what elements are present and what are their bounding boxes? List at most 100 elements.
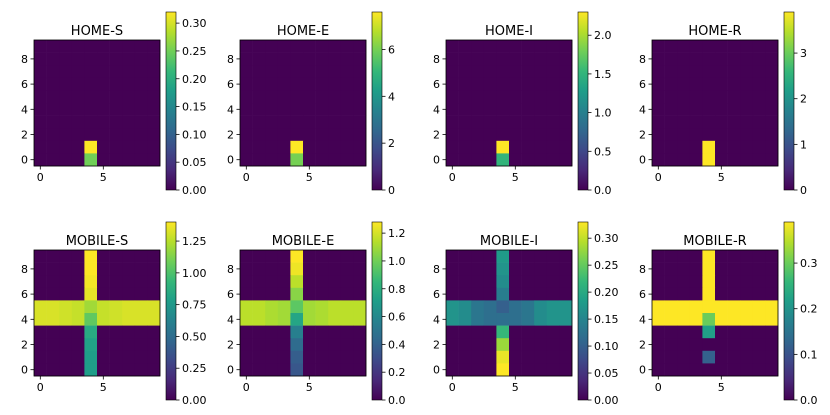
heat-cell bbox=[252, 363, 266, 377]
heat-cell bbox=[496, 40, 510, 53]
heat-cell bbox=[353, 77, 367, 91]
heat-cell bbox=[446, 325, 459, 339]
axes-frame bbox=[239, 39, 367, 167]
heat-cell bbox=[46, 52, 60, 66]
heat-cell bbox=[534, 103, 548, 116]
heat-cell bbox=[534, 363, 548, 377]
heat-cell bbox=[652, 363, 665, 377]
heat-cell bbox=[240, 363, 253, 377]
heat-cell bbox=[34, 338, 47, 352]
heat-cell bbox=[59, 350, 73, 364]
heat-cell bbox=[290, 287, 304, 301]
colorbar-tick-label: 0.10 bbox=[594, 340, 619, 353]
heat-cell bbox=[727, 65, 741, 79]
heat-cell bbox=[546, 128, 560, 142]
heat-cell bbox=[689, 350, 703, 364]
heat-cell bbox=[521, 140, 535, 154]
heat-cell bbox=[471, 363, 485, 377]
heat-cell bbox=[689, 128, 703, 142]
heat-cell bbox=[34, 363, 47, 377]
heat-cell bbox=[46, 363, 60, 377]
y-tick-label: 8 bbox=[21, 53, 28, 66]
heat-cell bbox=[446, 262, 459, 276]
heat-cell bbox=[122, 250, 136, 263]
heat-cell bbox=[328, 338, 342, 352]
heat-cell bbox=[702, 115, 716, 129]
colorbar-tick-label: 0.20 bbox=[594, 286, 619, 299]
heat-cell bbox=[328, 287, 342, 301]
heat-cell bbox=[664, 77, 678, 91]
heat-cell bbox=[46, 77, 60, 91]
heat-cell bbox=[446, 128, 459, 142]
colorbar bbox=[165, 221, 177, 401]
heat-cell bbox=[652, 338, 665, 352]
heat-cell bbox=[546, 287, 560, 301]
colorbar-tick-label: 2 bbox=[800, 93, 807, 106]
heat-cell bbox=[752, 262, 766, 276]
colorbar-tick-label: 0.0 bbox=[388, 394, 406, 407]
heat-cell bbox=[715, 153, 728, 167]
heat-cell bbox=[84, 153, 98, 167]
heat-cell bbox=[715, 77, 728, 91]
colorbar-tick-label: 4 bbox=[388, 90, 395, 103]
colorbar-tick-label: 0.2 bbox=[800, 303, 818, 316]
heat-cell bbox=[277, 90, 291, 104]
heat-cell bbox=[664, 363, 678, 377]
heat-cell bbox=[664, 52, 678, 66]
heat-cell bbox=[521, 40, 535, 53]
heat-cell bbox=[353, 90, 367, 104]
heat-cell bbox=[483, 262, 497, 276]
heat-cell bbox=[265, 90, 279, 104]
heat-cell bbox=[534, 90, 548, 104]
heat-cell bbox=[328, 153, 342, 167]
heat-cell bbox=[496, 300, 510, 314]
heat-cell bbox=[740, 65, 754, 79]
heat-cell bbox=[458, 140, 472, 154]
heat-cell bbox=[315, 52, 329, 66]
heat-cell bbox=[677, 103, 691, 116]
heat-cell bbox=[340, 250, 354, 263]
heat-cell bbox=[340, 262, 354, 276]
panel-title: HOME-S bbox=[71, 24, 123, 39]
heat-cell bbox=[458, 275, 472, 289]
heat-cell bbox=[752, 300, 766, 314]
heat-cell bbox=[34, 313, 47, 326]
heat-cell bbox=[134, 77, 148, 91]
heat-cell bbox=[46, 313, 60, 326]
heat-cell bbox=[328, 363, 342, 377]
heat-cell bbox=[664, 40, 678, 53]
heat-cell bbox=[122, 52, 136, 66]
heat-cell bbox=[34, 90, 47, 104]
panel-title: HOME-I bbox=[485, 24, 533, 39]
heat-cell bbox=[353, 103, 367, 116]
heat-cell bbox=[446, 275, 459, 289]
y-tick-label: 8 bbox=[227, 263, 234, 276]
heat-cell bbox=[303, 77, 316, 91]
colorbar-tick-label: 0.1 bbox=[800, 348, 818, 361]
heat-cell bbox=[521, 350, 535, 364]
heat-cell bbox=[97, 287, 110, 301]
heat-cell bbox=[496, 140, 510, 154]
heat-cell bbox=[46, 103, 60, 116]
axes-frame bbox=[239, 249, 367, 377]
heat-cell bbox=[353, 338, 367, 352]
heat-cell bbox=[446, 77, 459, 91]
heat-cell bbox=[34, 128, 47, 142]
heat-cell bbox=[71, 250, 85, 263]
colorbar bbox=[371, 11, 383, 191]
heat-cell bbox=[534, 77, 548, 91]
heat-cell bbox=[277, 115, 291, 129]
heat-cell bbox=[664, 275, 678, 289]
heat-cell bbox=[458, 350, 472, 364]
heat-cell bbox=[546, 350, 560, 364]
colorbar-tick-label: 1 bbox=[800, 138, 807, 151]
heat-cell bbox=[458, 338, 472, 352]
heat-cell bbox=[677, 363, 691, 377]
heat-cell bbox=[740, 287, 754, 301]
heat-cell bbox=[353, 262, 367, 276]
y-tick-label: 6 bbox=[227, 78, 234, 91]
heat-cell bbox=[122, 65, 136, 79]
heat-cell bbox=[353, 140, 367, 154]
heat-cell bbox=[134, 325, 148, 339]
heat-cell bbox=[652, 65, 665, 79]
